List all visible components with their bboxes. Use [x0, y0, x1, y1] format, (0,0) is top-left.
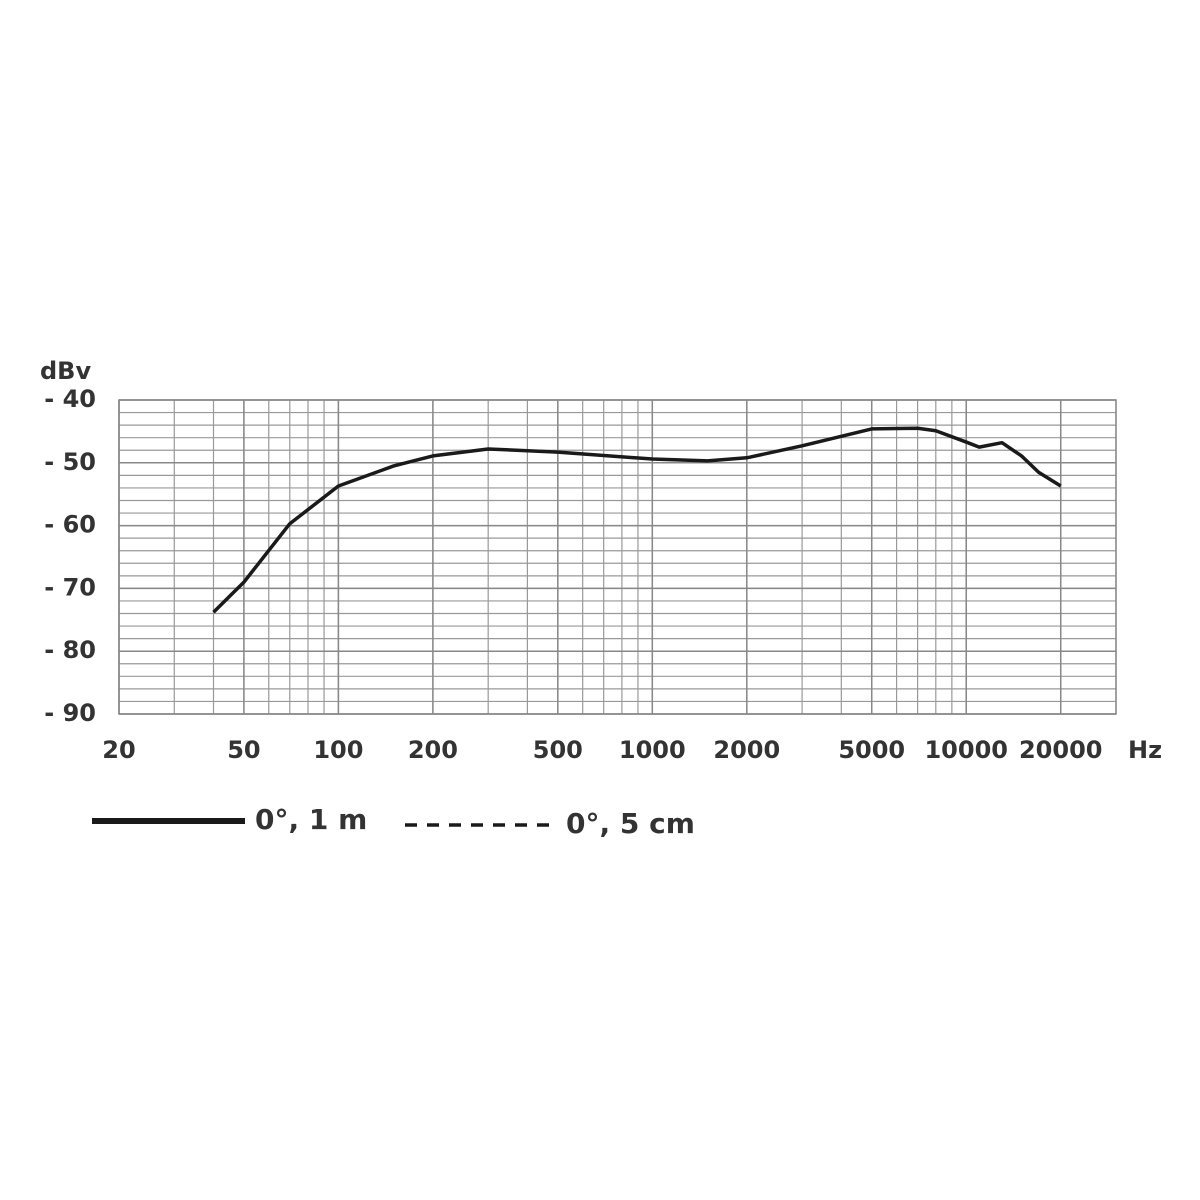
- y-tick-label: - 40: [44, 385, 96, 413]
- x-tick-label: 500: [533, 736, 583, 764]
- x-tick-label: 1000: [619, 736, 686, 764]
- x-tick-label: 100: [313, 736, 363, 764]
- y-tick-label: - 90: [44, 699, 96, 727]
- y-tick-label: - 70: [44, 573, 96, 601]
- y-tick-label: - 50: [44, 448, 96, 476]
- x-tick-label: 200: [408, 736, 458, 764]
- x-tick-label: 20000: [1019, 736, 1103, 764]
- x-tick-label: 50: [227, 736, 260, 764]
- y-axis-label: dBv: [40, 357, 91, 385]
- legend-label: 0°, 1 m: [255, 803, 367, 836]
- plot-frame: [118, 399, 1117, 715]
- y-tick-label: - 80: [44, 636, 96, 664]
- series-line: [212, 426, 1062, 614]
- x-tick-label: 5000: [838, 736, 905, 764]
- x-tick-label: 20: [102, 736, 135, 764]
- y-tick-label: - 60: [44, 511, 96, 539]
- x-tick-label: 10000: [924, 736, 1008, 764]
- x-tick-label: 2000: [713, 736, 780, 764]
- legend-label: 0°, 5 cm: [566, 807, 695, 840]
- x-axis-label: Hz: [1128, 736, 1162, 764]
